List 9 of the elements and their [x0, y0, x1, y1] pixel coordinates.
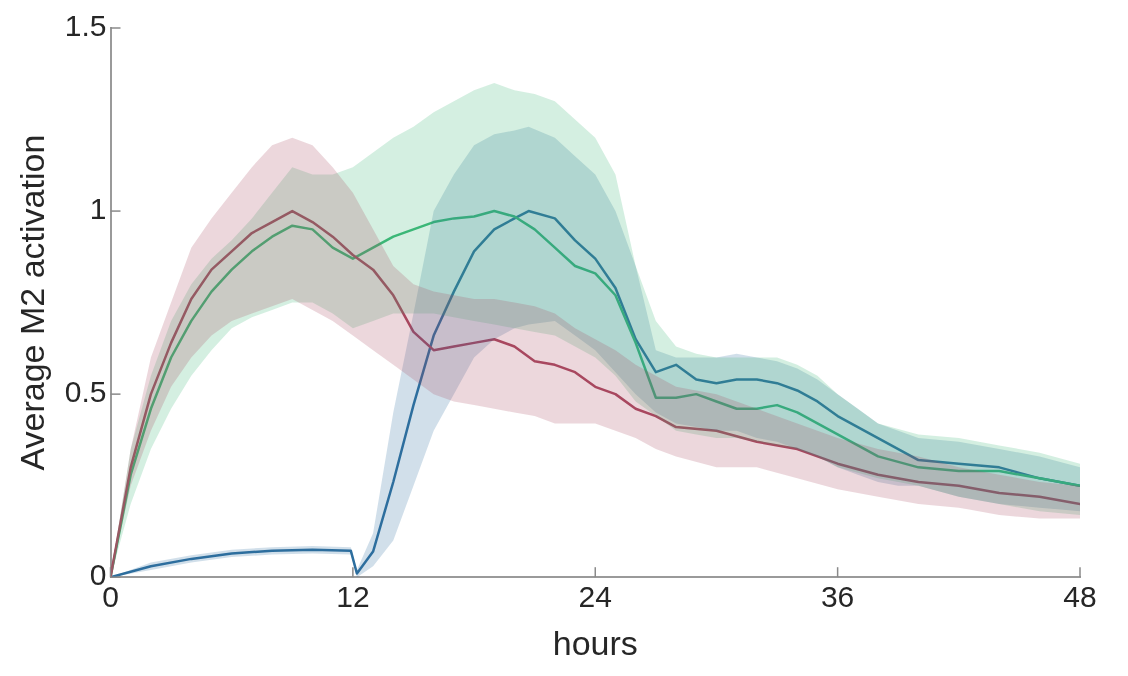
x-tick-label: 12 — [336, 580, 370, 614]
y-tick-label: 1 — [89, 192, 107, 226]
x-axis-title: hours — [552, 623, 638, 662]
x-tick-label: 36 — [820, 580, 855, 614]
y-tick-label: 0.5 — [64, 375, 107, 409]
x-tick-label: 48 — [1063, 580, 1097, 614]
y-axis-title: Average M2 activation — [12, 134, 51, 471]
x-tick-label: 24 — [578, 580, 612, 614]
y-tick-label: 1.5 — [64, 9, 107, 43]
